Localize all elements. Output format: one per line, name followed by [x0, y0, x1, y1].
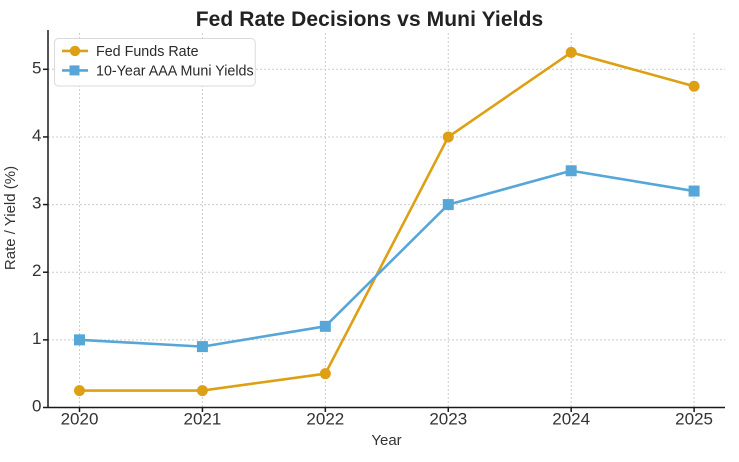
svg-text:4: 4: [32, 126, 41, 145]
svg-text:10-Year AAA Muni Yields: 10-Year AAA Muni Yields: [96, 64, 254, 80]
svg-text:Rate / Yield (%): Rate / Yield (%): [2, 166, 19, 270]
svg-text:2025: 2025: [675, 410, 713, 429]
svg-text:Year: Year: [371, 432, 401, 449]
svg-text:2020: 2020: [61, 410, 99, 429]
svg-text:Fed Funds Rate: Fed Funds Rate: [96, 44, 199, 60]
svg-text:2024: 2024: [552, 410, 590, 429]
svg-text:2021: 2021: [184, 410, 222, 429]
svg-text:2023: 2023: [429, 410, 467, 429]
svg-text:2: 2: [32, 261, 41, 280]
svg-text:3: 3: [32, 194, 41, 213]
svg-text:1: 1: [32, 329, 41, 348]
svg-text:2022: 2022: [306, 410, 344, 429]
svg-text:0: 0: [32, 397, 41, 416]
svg-text:5: 5: [32, 58, 41, 77]
